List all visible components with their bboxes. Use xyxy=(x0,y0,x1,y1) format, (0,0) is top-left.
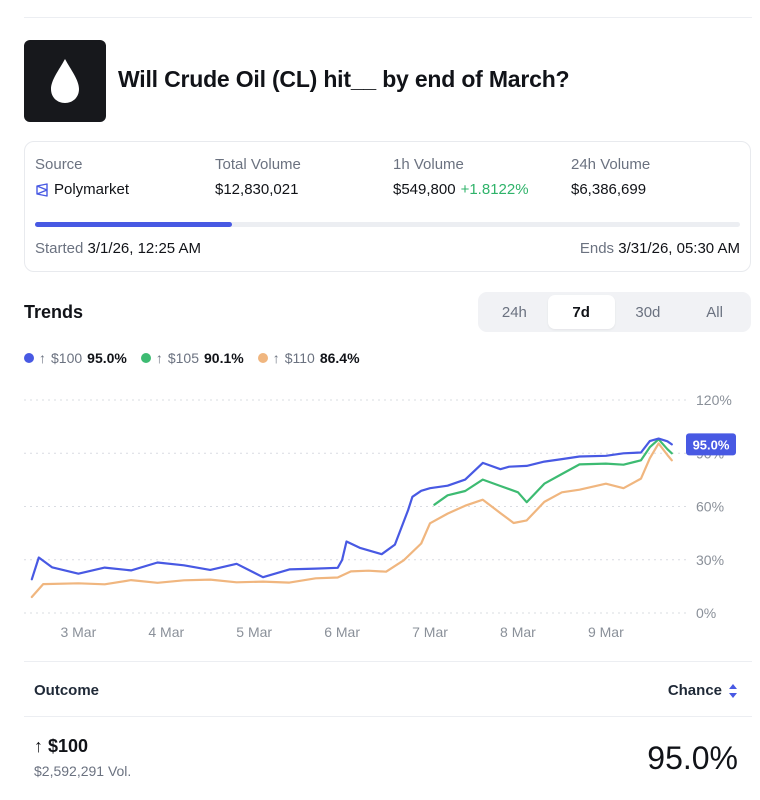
legend-item-105: ↑ $105 90.1% xyxy=(140,350,244,366)
x-tick-label: 9 Mar xyxy=(588,624,624,640)
outcome-divider-mid xyxy=(24,716,752,717)
outcome-chance: 95.0% xyxy=(647,740,738,776)
legend-dot-110 xyxy=(257,353,268,363)
total-volume-label: Total Volume xyxy=(215,156,301,173)
oil-drop-icon xyxy=(51,59,79,103)
current-value-label: 95.0% xyxy=(693,437,730,452)
h24-volume-label: 24h Volume xyxy=(571,156,651,173)
chart-legend: ↑ $100 95.0% ↑ $105 90.1% ↑ $110 86.4% xyxy=(24,350,360,366)
outcome-volume: $2,592,291 Vol. xyxy=(34,763,132,779)
tab-all[interactable]: All xyxy=(706,303,723,321)
outcome-divider-top xyxy=(24,661,752,662)
legend-dot-100 xyxy=(24,353,34,363)
legend-name-105: $105 xyxy=(167,350,200,366)
current-value-badge-bg xyxy=(686,433,736,456)
legend-name-110: $110 xyxy=(284,350,315,366)
source-label: Source xyxy=(35,156,83,173)
h24-volume-column: 24h Volume $6,386,699 xyxy=(571,156,650,198)
y-tick-label: 120% xyxy=(696,392,732,408)
market-progress-fill xyxy=(35,222,233,227)
h24-volume-value: $6,386,699 xyxy=(571,181,647,198)
tab-24h[interactable]: 24h xyxy=(501,303,527,321)
ends-date: Ends 3/31/26, 05:30 AM xyxy=(580,240,740,257)
h1-volume-label: 1h Volume xyxy=(393,156,464,173)
outcome-name: ↑ $100 xyxy=(34,736,88,757)
source-name: Polymarket xyxy=(54,181,130,198)
h1-volume-row: $549,800 +1.8122% xyxy=(393,181,529,198)
market-progress-bar xyxy=(35,222,740,227)
h1-volume-value: $549,800 xyxy=(393,181,456,198)
outcome-arrow-up-icon: ↑ xyxy=(34,736,43,756)
series-line-110 xyxy=(30,442,673,599)
polymarket-icon xyxy=(36,182,48,197)
started-date: Started 3/1/26, 12:25 AM xyxy=(35,240,201,257)
legend-arrow-up-icon: ↑ xyxy=(155,350,163,366)
x-tick-label: 7 Mar xyxy=(412,624,448,640)
h1-volume-change: +1.8122% xyxy=(460,181,529,198)
market-icon xyxy=(24,40,106,122)
top-divider xyxy=(24,17,752,18)
ends-label: Ends xyxy=(579,240,615,257)
legend-arrow-up-icon: ↑ xyxy=(39,350,46,366)
legend-name-100: $100 xyxy=(51,350,83,366)
legend-value-110: 86.4% xyxy=(319,350,360,366)
outcome-header: Outcome xyxy=(34,682,100,699)
chance-header: Chance xyxy=(667,682,722,699)
range-tabs: 24h 7d 30d All xyxy=(478,292,751,332)
source-value[interactable]: Polymarket xyxy=(35,181,129,198)
legend-item-110: ↑ $110 86.4% xyxy=(257,350,360,366)
x-tick-label: 8 Mar xyxy=(500,624,536,640)
chance-sort-button[interactable]: Chance xyxy=(668,682,738,699)
x-tick-label: 3 Mar xyxy=(60,624,96,640)
tab-30d[interactable]: 30d xyxy=(635,303,661,321)
legend-dot-105 xyxy=(140,353,151,363)
trends-title: Trends xyxy=(24,302,84,322)
current-value-badge: 95.0% xyxy=(686,433,736,456)
x-tick-label: 5 Mar xyxy=(236,624,272,640)
tab-7d[interactable]: 7d xyxy=(547,295,615,329)
ends-value: 3/31/26, 05:30 AM xyxy=(618,240,740,257)
y-tick-label: 30% xyxy=(696,552,724,568)
legend-value-100: 95.0% xyxy=(87,350,127,366)
x-tick-label: 4 Mar xyxy=(148,624,184,640)
legend-value-105: 90.1% xyxy=(204,350,244,366)
x-tick-label: 6 Mar xyxy=(324,624,360,640)
y-tick-label: 60% xyxy=(696,499,724,515)
market-info-card: Source Polymarket Total Volume $12,830,0… xyxy=(24,141,751,272)
total-volume-value: $12,830,021 xyxy=(215,181,299,198)
outcome-label: $100 xyxy=(48,736,89,756)
series-line-105 xyxy=(433,438,673,506)
sort-icon xyxy=(729,683,737,698)
started-value: 3/1/26, 12:25 AM xyxy=(87,240,201,257)
legend-item-100: ↑ $100 95.0% xyxy=(24,350,127,366)
h1-volume-column: 1h Volume $549,800 +1.8122% xyxy=(393,156,529,198)
total-volume-column: Total Volume $12,830,021 xyxy=(215,156,301,198)
legend-arrow-up-icon: ↑ xyxy=(272,350,280,366)
market-title: Will Crude Oil (CL) hit__ by end of Marc… xyxy=(118,66,570,92)
started-label: Started xyxy=(35,240,84,257)
source-column: Source Polymarket xyxy=(35,156,129,198)
series-line-100 xyxy=(30,437,673,581)
y-tick-label: 0% xyxy=(696,605,716,621)
